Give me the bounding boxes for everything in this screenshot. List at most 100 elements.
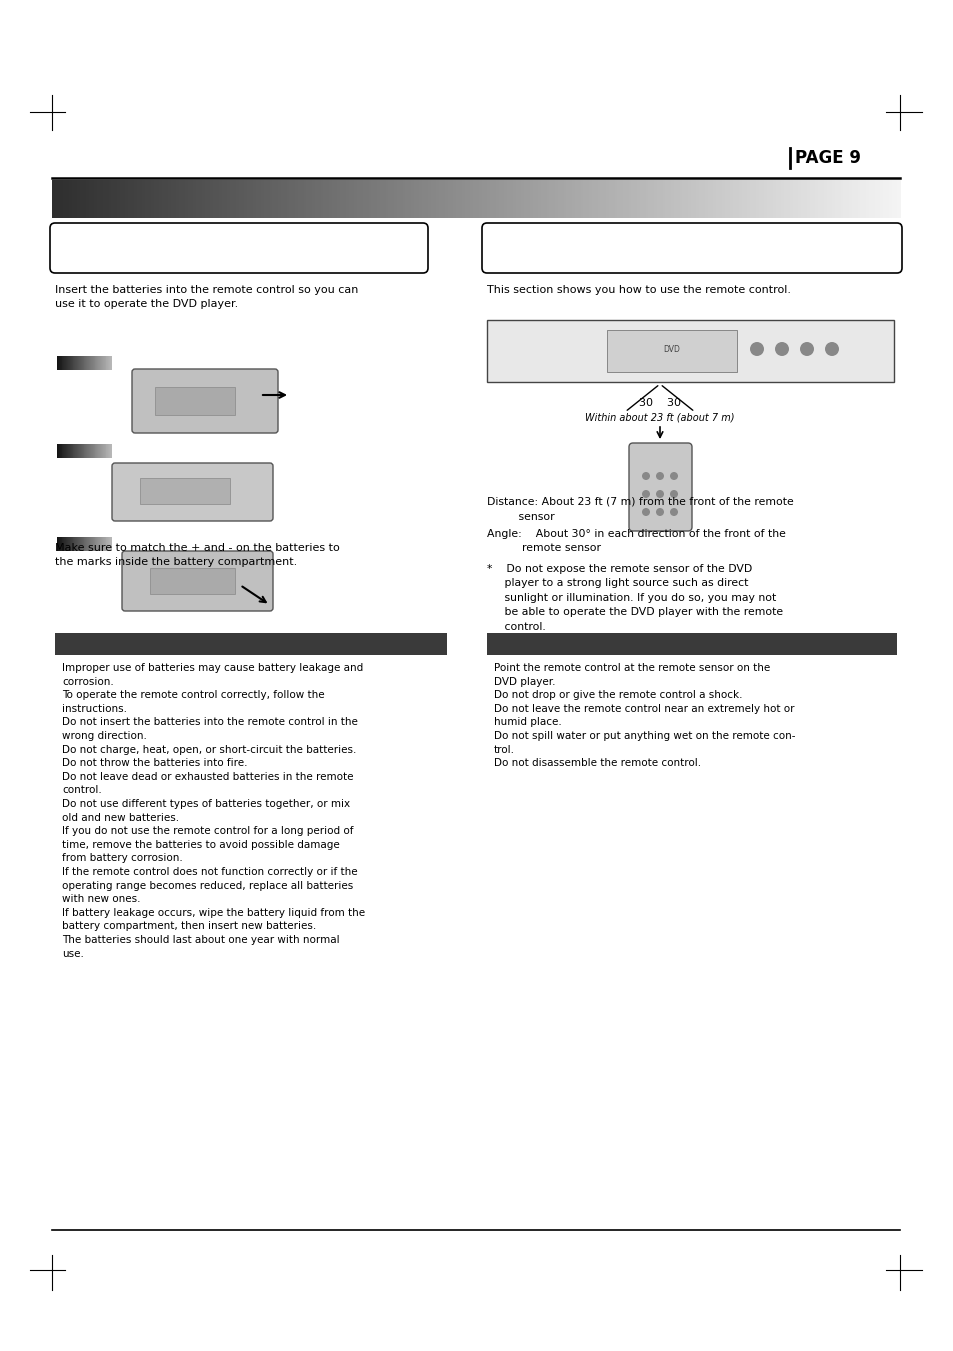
Bar bbox=[88, 357, 90, 370]
Bar bbox=[66, 180, 70, 218]
Bar bbox=[111, 357, 112, 370]
Bar bbox=[893, 180, 897, 218]
Bar bbox=[727, 180, 730, 218]
Bar bbox=[67, 357, 69, 370]
Bar bbox=[107, 536, 108, 551]
Bar bbox=[159, 180, 163, 218]
Bar bbox=[654, 180, 657, 218]
Text: This section shows you how to use the remote control.: This section shows you how to use the re… bbox=[486, 285, 790, 295]
Bar bbox=[425, 180, 428, 218]
Circle shape bbox=[800, 342, 813, 357]
Bar bbox=[690, 180, 694, 218]
Bar bbox=[57, 444, 58, 458]
Bar bbox=[520, 180, 524, 218]
Bar bbox=[608, 180, 612, 218]
Bar bbox=[436, 180, 439, 218]
Bar bbox=[81, 357, 82, 370]
Bar bbox=[611, 180, 615, 218]
Bar bbox=[123, 180, 126, 218]
Bar bbox=[76, 536, 77, 551]
Bar bbox=[71, 180, 75, 218]
Bar bbox=[57, 357, 58, 370]
Circle shape bbox=[641, 508, 649, 516]
Bar bbox=[713, 180, 716, 218]
Bar bbox=[235, 180, 239, 218]
Bar bbox=[64, 444, 66, 458]
Bar bbox=[63, 357, 64, 370]
Bar bbox=[631, 180, 634, 218]
Bar bbox=[537, 180, 541, 218]
Bar bbox=[786, 180, 789, 218]
Bar bbox=[891, 180, 894, 218]
Bar bbox=[81, 536, 82, 551]
Bar bbox=[244, 180, 247, 218]
Bar bbox=[806, 180, 809, 218]
Bar bbox=[73, 536, 74, 551]
Bar bbox=[684, 180, 688, 218]
Bar bbox=[558, 180, 560, 218]
Bar bbox=[60, 180, 64, 218]
Bar bbox=[563, 180, 566, 218]
Bar bbox=[746, 180, 750, 218]
Bar bbox=[74, 180, 78, 218]
Bar bbox=[874, 180, 877, 218]
FancyBboxPatch shape bbox=[50, 223, 428, 273]
Bar bbox=[126, 180, 129, 218]
Bar bbox=[154, 386, 234, 415]
Bar bbox=[68, 536, 70, 551]
Bar bbox=[150, 567, 234, 594]
Bar bbox=[501, 180, 504, 218]
Bar bbox=[651, 180, 654, 218]
Bar bbox=[215, 180, 219, 218]
Bar bbox=[64, 357, 66, 370]
Bar bbox=[450, 180, 454, 218]
Bar bbox=[303, 180, 307, 218]
Bar bbox=[602, 180, 606, 218]
Bar bbox=[80, 444, 81, 458]
Bar bbox=[569, 180, 572, 218]
Bar bbox=[103, 444, 104, 458]
Bar bbox=[104, 536, 105, 551]
Bar bbox=[106, 180, 109, 218]
FancyBboxPatch shape bbox=[628, 443, 691, 531]
Bar bbox=[168, 180, 171, 218]
Bar bbox=[614, 180, 618, 218]
Bar bbox=[871, 180, 874, 218]
Bar bbox=[83, 357, 84, 370]
Bar bbox=[820, 180, 823, 218]
Bar bbox=[94, 536, 95, 551]
Bar bbox=[179, 180, 182, 218]
Bar bbox=[191, 180, 193, 218]
Bar bbox=[657, 180, 659, 218]
Bar bbox=[583, 180, 586, 218]
Bar bbox=[100, 357, 101, 370]
FancyBboxPatch shape bbox=[132, 369, 277, 434]
Bar bbox=[801, 180, 803, 218]
Bar bbox=[860, 180, 862, 218]
Circle shape bbox=[641, 471, 649, 480]
Bar bbox=[162, 180, 166, 218]
Bar bbox=[297, 180, 301, 218]
Bar bbox=[552, 180, 555, 218]
Bar bbox=[71, 444, 72, 458]
Bar bbox=[795, 180, 798, 218]
Bar bbox=[142, 180, 146, 218]
Bar bbox=[368, 180, 372, 218]
Bar bbox=[91, 357, 93, 370]
Bar bbox=[61, 536, 62, 551]
Bar bbox=[59, 536, 60, 551]
Bar bbox=[868, 180, 871, 218]
Bar bbox=[862, 180, 865, 218]
Bar bbox=[60, 357, 61, 370]
Bar bbox=[625, 180, 628, 218]
Bar bbox=[250, 180, 253, 218]
Bar bbox=[332, 180, 335, 218]
Bar bbox=[151, 180, 154, 218]
Bar bbox=[73, 444, 74, 458]
FancyBboxPatch shape bbox=[481, 223, 901, 273]
Bar bbox=[374, 180, 377, 218]
Bar bbox=[62, 536, 63, 551]
Bar bbox=[54, 180, 58, 218]
Bar bbox=[857, 180, 860, 218]
Bar bbox=[371, 180, 375, 218]
